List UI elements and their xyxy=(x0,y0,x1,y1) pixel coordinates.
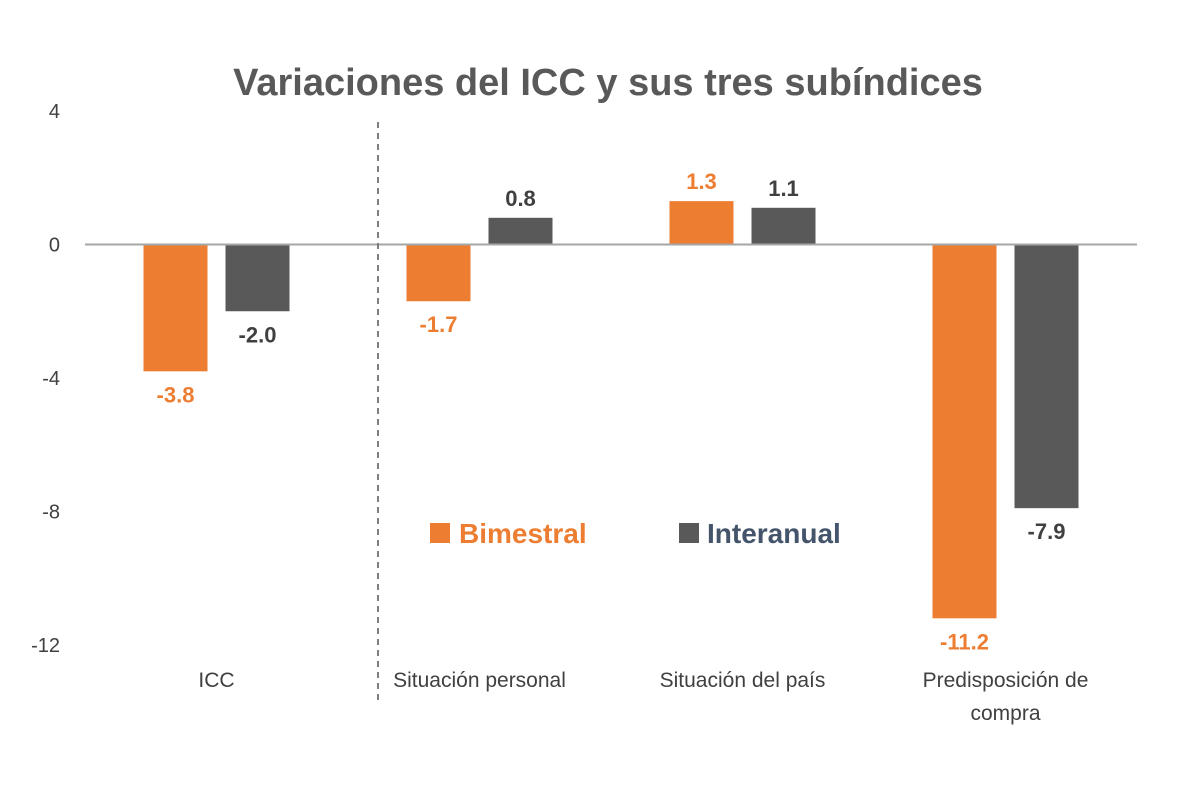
legend: Bimestral Interanual xyxy=(430,518,841,549)
data-label: -3.8 xyxy=(157,382,195,407)
legend-label: Interanual xyxy=(707,518,841,549)
y-tick-label: 4 xyxy=(49,101,60,123)
y-tick-label: -8 xyxy=(42,502,60,524)
x-axis: ICC Situación personal Situación del país P… xyxy=(198,669,1088,725)
bar-bimestral xyxy=(669,201,734,245)
legend-label: Bimestral xyxy=(459,518,587,549)
data-label: -2.0 xyxy=(239,322,277,347)
data-label: 1.1 xyxy=(768,176,799,201)
data-label: 1.3 xyxy=(686,169,717,194)
data-label: -11.2 xyxy=(940,629,989,654)
category-label: ICC xyxy=(198,669,234,692)
data-label: 0.8 xyxy=(505,186,536,211)
category-label: Predisposición de xyxy=(923,669,1089,692)
bar-bimestral xyxy=(143,244,208,372)
y-tick-label: -4 xyxy=(42,368,60,390)
category-label: compra xyxy=(970,702,1040,725)
category-label: Situación personal xyxy=(393,669,566,692)
bar-bimestral xyxy=(932,244,997,619)
chart-title: Variaciones del ICC y sus tres subíndice… xyxy=(233,62,983,104)
data-label: -1.7 xyxy=(420,312,458,337)
y-tick-label: 0 xyxy=(49,235,60,257)
data-labels: -3.8 -2.0 -1.7 0.8 1.3 1.1 -11.2 -7.9 xyxy=(157,169,1066,654)
data-label: -7.9 xyxy=(1028,519,1066,544)
bar-bimestral xyxy=(406,244,471,302)
legend-swatch-interanual xyxy=(679,523,699,543)
category-label: Situación del país xyxy=(660,669,826,692)
bar-interanual xyxy=(488,217,553,245)
legend-swatch-bimestral xyxy=(430,523,450,543)
y-axis: 4 0 -4 -8 -12 xyxy=(31,101,60,657)
y-tick-label: -12 xyxy=(31,635,60,657)
bar-interanual xyxy=(225,244,290,312)
bars xyxy=(143,201,1079,619)
bar-interanual xyxy=(1014,244,1079,509)
bar-interanual xyxy=(751,207,816,245)
